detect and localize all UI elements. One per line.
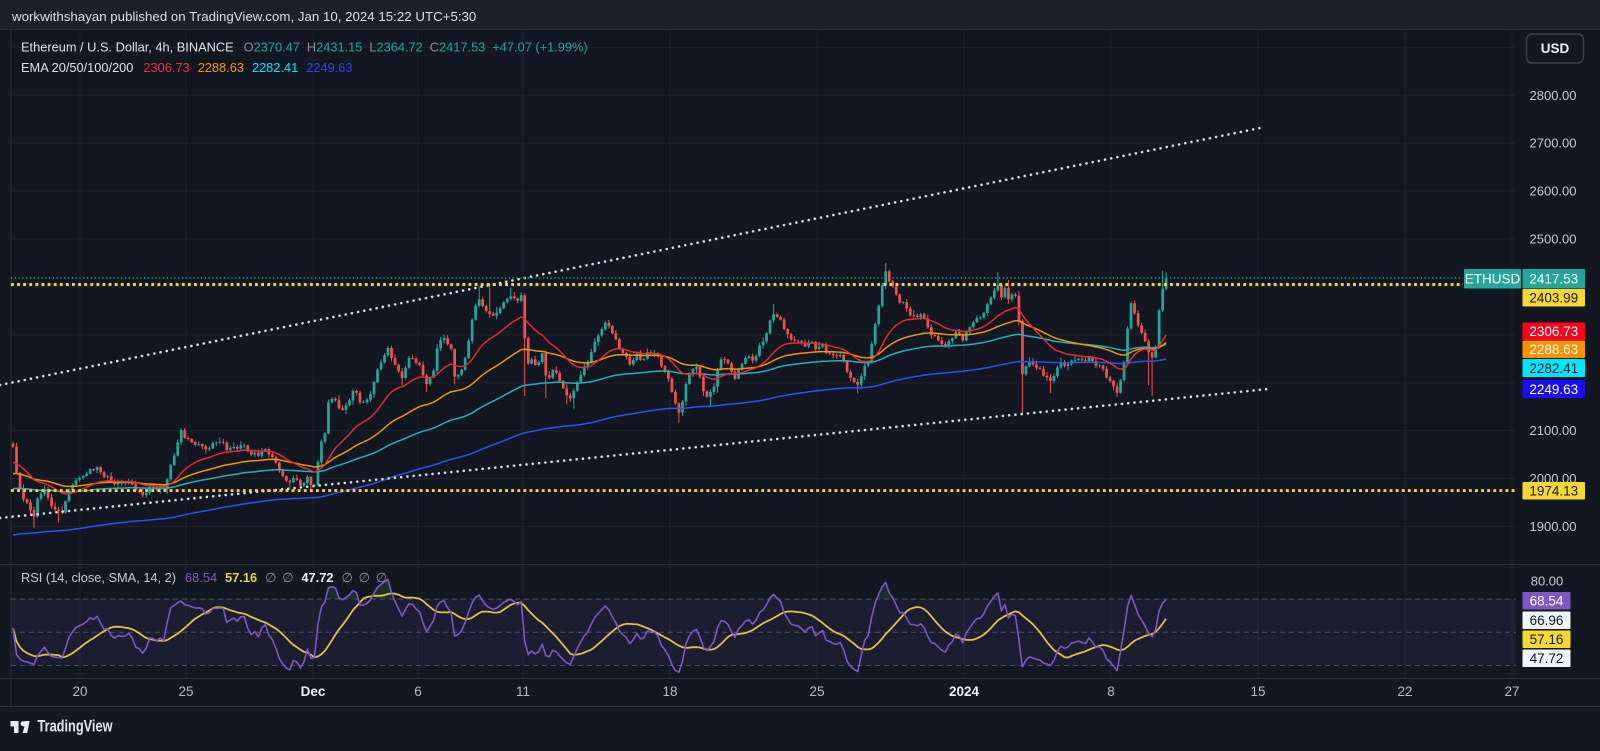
svg-text:2306.73: 2306.73 (1529, 324, 1578, 339)
svg-text:Dec: Dec (301, 684, 326, 699)
svg-text:1900.00: 1900.00 (1530, 519, 1577, 534)
svg-text:2800.00: 2800.00 (1530, 88, 1577, 103)
svg-text:Ethereum / U.S. Dollar, 4h, BI: Ethereum / U.S. Dollar, 4h, BINANCE O2370… (21, 40, 588, 55)
svg-text:11: 11 (516, 684, 530, 699)
svg-text:1974.13: 1974.13 (1529, 484, 1578, 499)
svg-text:68.54: 68.54 (1530, 594, 1564, 609)
svg-text:25: 25 (809, 684, 824, 699)
svg-text:USD: USD (1541, 41, 1570, 56)
svg-text:2500.00: 2500.00 (1530, 232, 1577, 247)
svg-text:27: 27 (1504, 684, 1519, 699)
svg-text:20: 20 (72, 684, 87, 699)
svg-text:2403.99: 2403.99 (1529, 291, 1578, 306)
svg-text:2249.63: 2249.63 (1529, 382, 1578, 397)
svg-text:57.16: 57.16 (1530, 632, 1564, 647)
svg-text:47.72: 47.72 (1530, 651, 1564, 666)
svg-text:2600.00: 2600.00 (1530, 184, 1577, 199)
svg-text:80.00: 80.00 (1531, 574, 1564, 589)
svg-text:6: 6 (414, 684, 422, 699)
svg-text:2288.63: 2288.63 (1529, 342, 1578, 357)
svg-text:66.96: 66.96 (1530, 613, 1564, 628)
svg-text:8: 8 (1107, 684, 1115, 699)
svg-text:22: 22 (1397, 684, 1412, 699)
svg-text:18: 18 (662, 684, 677, 699)
svg-text:2282.41: 2282.41 (1529, 361, 1578, 376)
svg-text:2700.00: 2700.00 (1530, 136, 1577, 151)
svg-text:2024: 2024 (949, 684, 980, 699)
svg-text:TradingView: TradingView (38, 718, 113, 736)
svg-text:2100.00: 2100.00 (1530, 423, 1577, 438)
svg-text:workwithshayan published on Tr: workwithshayan published on TradingView.… (11, 9, 476, 24)
svg-text:2417.53: 2417.53 (1529, 272, 1578, 287)
svg-text:25: 25 (178, 684, 193, 699)
svg-text:ETHUSD: ETHUSD (1465, 271, 1521, 286)
svg-text:15: 15 (1250, 684, 1265, 699)
svg-text:RSI (14, close, SMA, 14, 2)68.: RSI (14, close, SMA, 14, 2) 68.54 57.16 ∅ ∅ 4… (21, 570, 387, 585)
